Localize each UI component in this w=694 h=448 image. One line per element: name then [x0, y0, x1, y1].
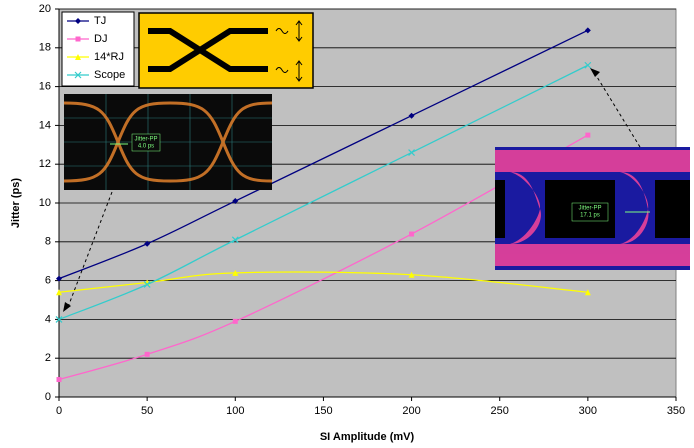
y-tick-label: 16: [39, 81, 51, 93]
y-tick-label: 6: [45, 275, 51, 287]
y-tick-label: 4: [45, 313, 51, 325]
legend-label: 14*RJ: [94, 51, 124, 63]
marker: [585, 133, 590, 138]
x-tick-label: 0: [56, 405, 62, 417]
y-tick-label: 8: [45, 236, 51, 248]
marker: [145, 352, 150, 357]
annotation: Jitter-PP: [578, 206, 601, 212]
legend: TJ DJ 14*RJ Scope: [62, 12, 134, 86]
x-tick-label: 150: [314, 405, 332, 417]
annotation: Jitter-PP: [134, 137, 157, 143]
y-tick-label: 20: [39, 3, 51, 15]
eye-inset-left: Jitter-PP 4.0 ps: [64, 94, 272, 190]
legend-label: DJ: [94, 33, 107, 45]
marker: [233, 319, 238, 324]
annotation: 4.0 ps: [138, 144, 154, 150]
y-tick-label: 2: [45, 352, 51, 364]
x-tick-label: 300: [579, 405, 597, 417]
x-tick-label: 250: [491, 405, 509, 417]
y-tick-label: 0: [45, 391, 51, 403]
legend-label: Scope: [94, 69, 125, 81]
x-tick-label: 200: [402, 405, 420, 417]
eye-icon: [139, 13, 313, 88]
x-axis-title: SI Amplitude (mV): [320, 431, 415, 443]
marker: [76, 37, 81, 42]
eye-inset-right: Jitter-PP 17.1 ps: [495, 147, 690, 270]
chart: 02468101214161820050100150200250300350 J…: [0, 0, 694, 448]
annotation: 17.1 ps: [580, 213, 600, 219]
y-tick-label: 10: [39, 197, 51, 209]
y-tick-label: 14: [39, 119, 51, 131]
y-axis-title: Jitter (ps): [10, 178, 22, 228]
y-tick-label: 12: [39, 158, 51, 170]
marker: [57, 377, 62, 382]
x-tick-label: 50: [141, 405, 153, 417]
y-tick-label: 18: [39, 42, 51, 54]
marker: [409, 232, 414, 237]
x-tick-label: 100: [226, 405, 244, 417]
legend-label: TJ: [94, 15, 106, 27]
x-tick-label: 350: [667, 405, 685, 417]
